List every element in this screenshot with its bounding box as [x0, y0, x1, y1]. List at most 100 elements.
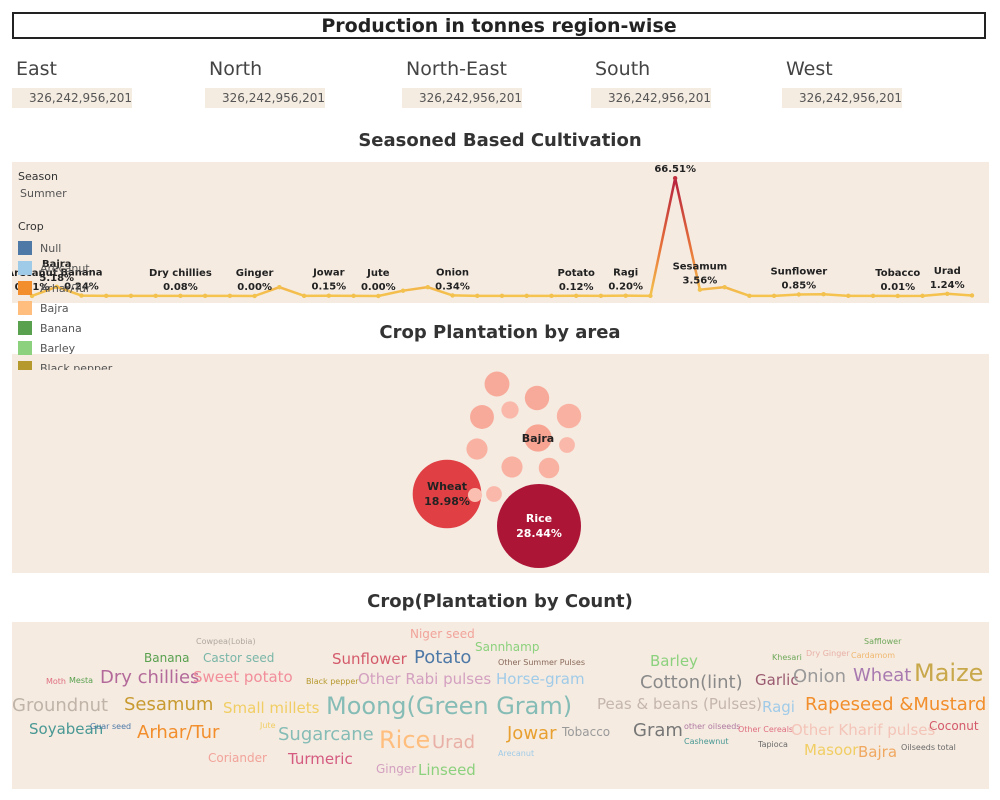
cloud-word[interactable]: Arecanut	[498, 749, 535, 758]
legend-item[interactable]: Arecanut	[18, 258, 118, 278]
bubble[interactable]	[501, 401, 519, 419]
line-point[interactable]	[202, 293, 208, 299]
line-point[interactable]	[796, 292, 802, 297]
cloud-word[interactable]: Rice	[379, 726, 431, 754]
cloud-word[interactable]: Dry Ginger	[806, 649, 850, 658]
line-point[interactable]	[153, 293, 158, 299]
cloud-word[interactable]: Soyabean	[29, 720, 104, 738]
line-point[interactable]	[969, 293, 975, 298]
legend-item[interactable]: Barley	[18, 338, 118, 358]
line-point[interactable]	[425, 284, 430, 290]
cloud-word[interactable]: Mesta	[69, 676, 94, 685]
cloud-word[interactable]: Sweet potato	[193, 668, 293, 686]
line-point[interactable]	[697, 287, 703, 292]
cloud-word[interactable]: Sannhamp	[475, 640, 540, 654]
cloud-word[interactable]: Masoor	[804, 741, 859, 759]
line-point[interactable]	[499, 293, 505, 299]
line-point[interactable]	[450, 293, 455, 298]
cloud-word[interactable]: Cardamom	[851, 651, 896, 660]
cloud-word[interactable]: Tobacco	[562, 725, 611, 739]
line-point[interactable]	[895, 293, 900, 299]
line-point[interactable]	[524, 293, 529, 299]
legend-item[interactable]: Bajra	[18, 298, 118, 318]
bubble[interactable]	[559, 437, 575, 453]
cloud-word[interactable]: Bajra	[858, 743, 898, 761]
cloud-word[interactable]: Peas & beans (Pulses)	[597, 695, 763, 713]
cloud-word[interactable]: Other Rabi pulses	[358, 670, 492, 688]
line-point[interactable]	[178, 293, 183, 299]
cloud-word[interactable]: Other Cereals	[738, 725, 794, 734]
cloud-word[interactable]: Other Kharif pulses	[791, 721, 936, 739]
cloud-word[interactable]: Sugarcane	[278, 724, 374, 745]
line-point[interactable]	[672, 175, 678, 181]
line-point[interactable]	[846, 293, 851, 299]
cloud-word[interactable]: Horse-gram	[496, 670, 585, 688]
legend-item[interactable]: Null	[18, 238, 118, 258]
line-point[interactable]	[54, 284, 59, 290]
cloud-word[interactable]: Ginger	[376, 762, 417, 776]
line-point[interactable]	[252, 293, 257, 299]
cloud-word[interactable]: Banana	[144, 651, 190, 665]
bubble[interactable]	[524, 385, 550, 411]
line-point[interactable]	[400, 288, 406, 293]
legend-item[interactable]: Arhar/Tur	[18, 278, 118, 298]
cloud-word[interactable]: Ragi	[762, 698, 795, 716]
line-point[interactable]	[376, 293, 381, 299]
cloud-word[interactable]: Coriander	[208, 751, 267, 765]
bubble[interactable]	[412, 459, 482, 529]
cloud-word[interactable]: Moth	[46, 677, 67, 686]
legend-item[interactable]: Banana	[18, 318, 118, 338]
cloud-word[interactable]: Tapioca	[758, 740, 788, 749]
cloud-word[interactable]: Jowar	[507, 723, 557, 744]
cloud-word[interactable]: Linseed	[418, 761, 476, 779]
line-point[interactable]	[722, 284, 727, 290]
bubble[interactable]	[467, 487, 483, 503]
line-point[interactable]	[475, 293, 480, 299]
bubble[interactable]	[556, 403, 582, 429]
bubble[interactable]	[497, 484, 581, 568]
line-point[interactable]	[870, 293, 876, 299]
cloud-word[interactable]: Other Summer Pulses	[498, 658, 585, 667]
cloud-word[interactable]: Moong(Green Gram)	[326, 692, 573, 720]
line-point[interactable]	[79, 293, 84, 298]
line-point[interactable]	[301, 293, 307, 299]
line-point[interactable]	[128, 293, 134, 299]
cloud-word[interactable]: Groundnut	[12, 695, 109, 716]
cloud-word[interactable]: Gram	[633, 720, 683, 741]
cloud-word[interactable]: Small millets	[223, 699, 320, 717]
bubble[interactable]	[470, 405, 494, 429]
cloud-word[interactable]: Sesamum	[124, 694, 214, 715]
cloud-word[interactable]: Niger seed	[410, 627, 475, 641]
line-point[interactable]	[326, 293, 332, 298]
cloud-word[interactable]: Cowpea(Lobia)	[196, 637, 256, 646]
bubble[interactable]	[538, 457, 560, 479]
cloud-word[interactable]: Barley	[650, 652, 698, 670]
cloud-word[interactable]: Khesari	[772, 653, 802, 662]
legend-item[interactable]: Black pepper	[18, 358, 118, 370]
cloud-word[interactable]: Oilseeds total	[901, 743, 956, 752]
cloud-word[interactable]: Guar seed	[90, 722, 132, 731]
bubble[interactable]	[524, 424, 552, 452]
cloud-word[interactable]: Dry chillies	[100, 667, 200, 688]
cloud-word[interactable]: Arhar/Tur	[137, 722, 220, 743]
cloud-word[interactable]: Jute	[260, 721, 276, 730]
cloud-word[interactable]: Black pepper	[306, 677, 359, 686]
line-point[interactable]	[549, 293, 554, 299]
bubble[interactable]	[501, 456, 523, 478]
line-point[interactable]	[920, 293, 925, 299]
cloud-word[interactable]: Onion	[793, 666, 846, 687]
cloud-word[interactable]: Urad	[432, 732, 476, 753]
line-point[interactable]	[623, 293, 628, 298]
cloud-word[interactable]: other oilseeds	[684, 722, 741, 731]
bubble[interactable]	[466, 438, 488, 460]
season-filter-value[interactable]: Summer	[20, 187, 67, 200]
line-point[interactable]	[227, 293, 233, 299]
line-point[interactable]	[574, 293, 579, 298]
cloud-word[interactable]: Cashewnut	[684, 737, 729, 746]
line-point[interactable]	[945, 291, 950, 297]
line-point[interactable]	[747, 293, 752, 299]
cloud-word[interactable]: Cotton(lint)	[640, 672, 743, 693]
cloud-word[interactable]: Maize	[914, 659, 984, 687]
line-point[interactable]	[104, 293, 109, 299]
cloud-word[interactable]: Garlic	[755, 671, 799, 689]
